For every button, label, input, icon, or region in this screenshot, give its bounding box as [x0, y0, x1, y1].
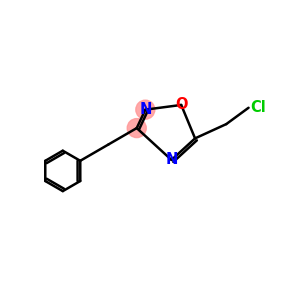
Text: N: N	[139, 102, 152, 117]
Text: Cl: Cl	[250, 100, 266, 115]
Text: N: N	[165, 152, 178, 167]
Circle shape	[136, 100, 155, 119]
Circle shape	[127, 118, 146, 138]
Text: O: O	[175, 98, 188, 112]
